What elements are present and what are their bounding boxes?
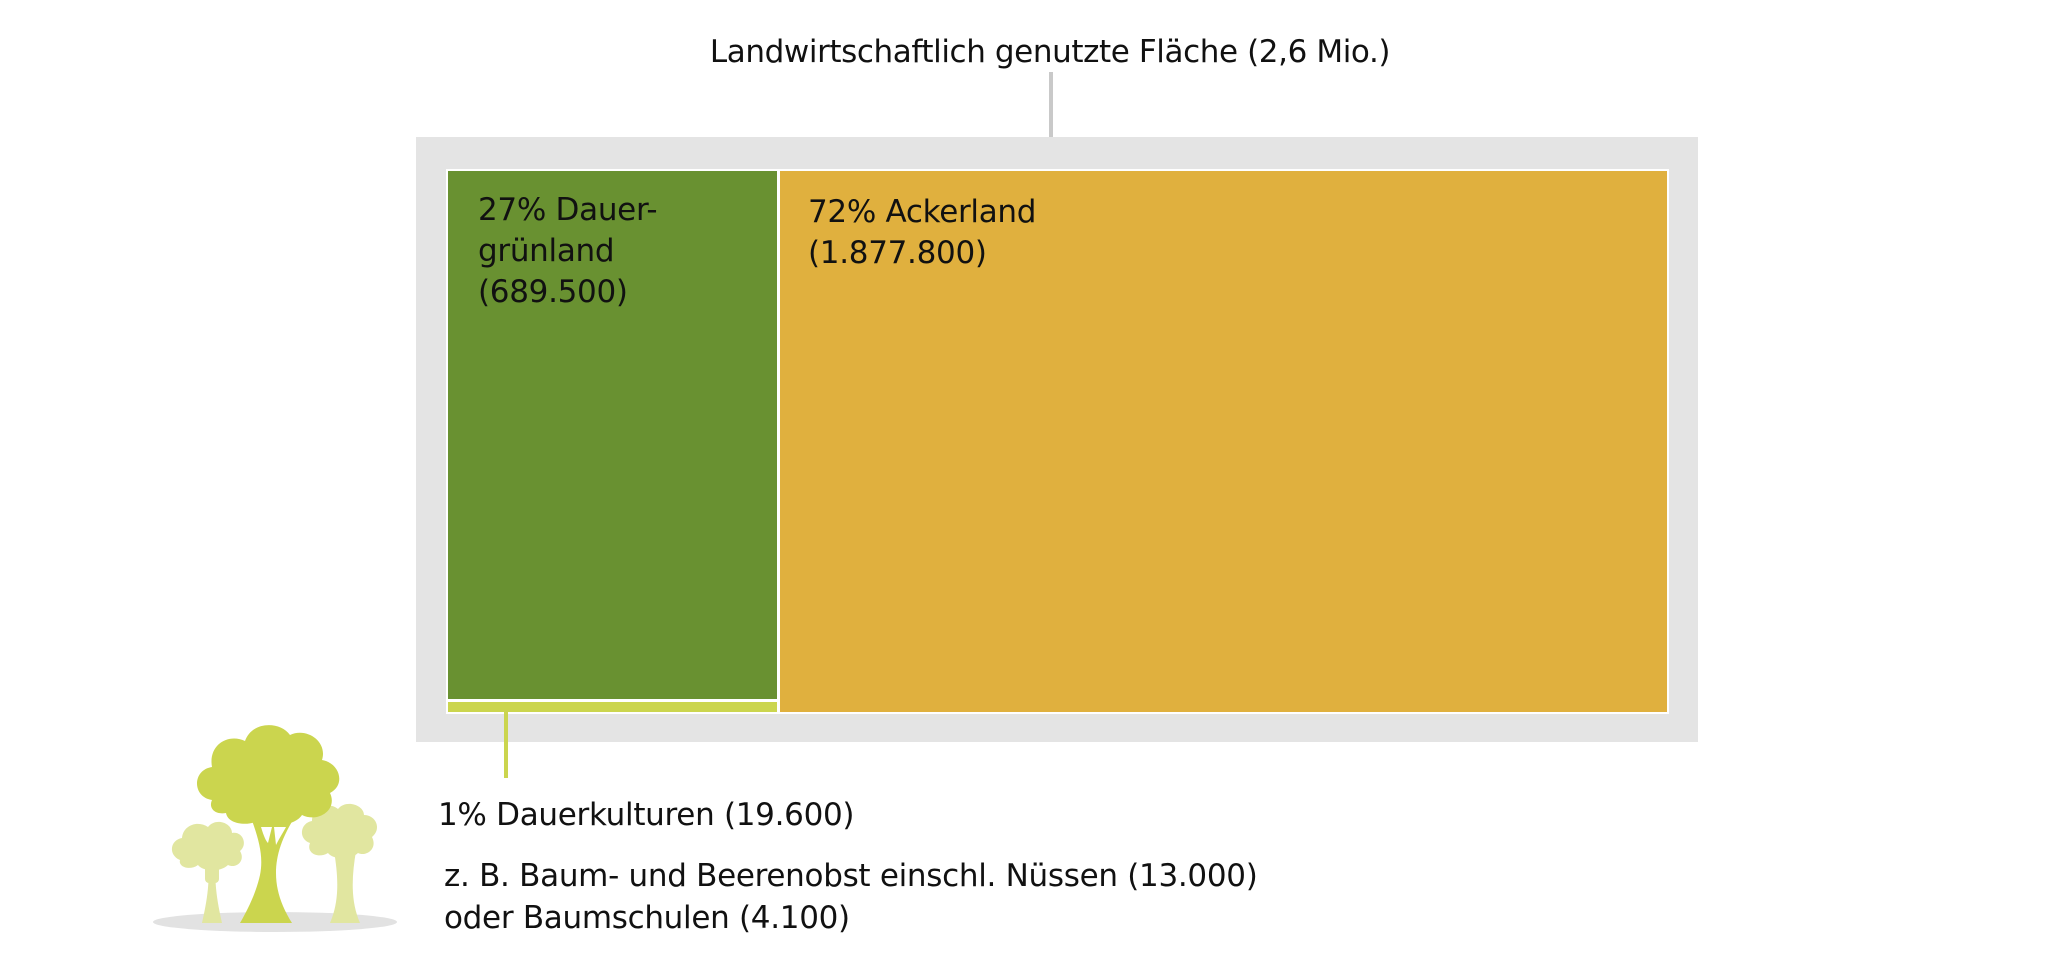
- title-connector-line: [1049, 72, 1053, 138]
- label-dauergruenland-line2: grünland: [478, 233, 615, 269]
- label-ackerland: 72% Ackerland (1.877.800): [808, 192, 1036, 274]
- segment-ackerland: [780, 171, 1667, 712]
- diagram-title: Landwirtschaftlich genutzte Fläche (2,6 …: [709, 34, 1391, 70]
- segment-dauerkulturen: [448, 702, 777, 712]
- detail-line-2: oder Baumschulen (4.100): [444, 900, 850, 936]
- detail-line-1: z. B. Baum- und Beerenobst einschl. Nüss…: [444, 858, 1258, 894]
- trees-icon: [150, 715, 410, 935]
- dauerkulturen-connector-line: [504, 712, 508, 778]
- label-dauerkulturen-detail: z. B. Baum- und Beerenobst einschl. Nüss…: [444, 855, 1258, 939]
- label-dauergruenland-value: (689.500): [478, 274, 628, 310]
- label-dauergruenland-line1: 27% Dauer-: [478, 192, 658, 228]
- segment-dauergruenland: [448, 171, 777, 699]
- label-dauergruenland: 27% Dauer- grünland (689.500): [478, 190, 658, 313]
- label-dauerkulturen: 1% Dauerkulturen (19.600): [438, 797, 855, 833]
- label-ackerland-line1: 72% Ackerland: [808, 194, 1037, 230]
- label-ackerland-value: (1.877.800): [808, 235, 987, 271]
